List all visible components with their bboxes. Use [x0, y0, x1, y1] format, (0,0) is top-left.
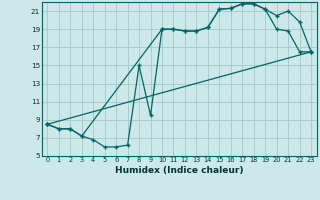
X-axis label: Humidex (Indice chaleur): Humidex (Indice chaleur)	[115, 166, 244, 175]
